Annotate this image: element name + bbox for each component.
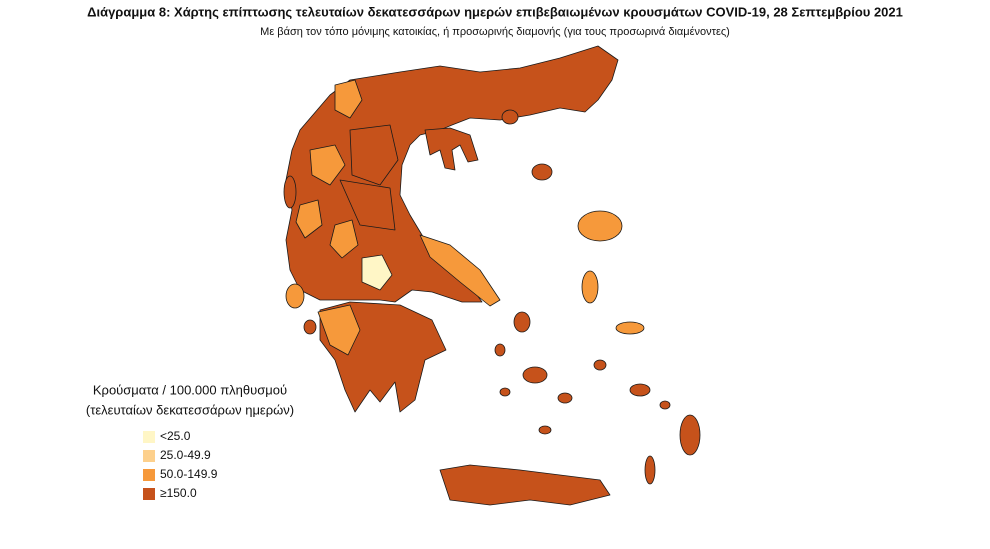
island xyxy=(513,311,531,333)
region xyxy=(419,234,501,307)
island xyxy=(499,387,511,397)
island xyxy=(531,163,553,181)
legend-title: Κρούσματα / 100.000 πληθυσμού xyxy=(93,382,287,397)
legend-label: <25.0 xyxy=(160,429,191,443)
island xyxy=(538,425,552,435)
legend-swatch xyxy=(143,431,155,443)
subtitle: Με βάση τον τόπο μόνιμης κατοικίας, ή πρ… xyxy=(260,26,730,38)
region xyxy=(334,79,363,119)
region xyxy=(309,144,346,186)
island xyxy=(581,270,599,304)
legend-swatch xyxy=(143,469,155,481)
legend-label: ≥150.0 xyxy=(160,486,197,500)
region xyxy=(424,127,479,171)
island xyxy=(494,343,506,357)
island xyxy=(659,400,671,410)
island xyxy=(644,455,656,485)
region xyxy=(349,124,399,186)
region xyxy=(439,464,611,506)
legend-title: (τελευταίων δεκατεσσάρων ημερών) xyxy=(86,402,294,417)
greece-map xyxy=(283,45,701,506)
island xyxy=(285,283,305,309)
island xyxy=(679,414,701,456)
island xyxy=(283,175,297,209)
island xyxy=(501,109,519,125)
island xyxy=(303,319,317,335)
region xyxy=(339,179,396,231)
region xyxy=(285,45,619,303)
legend-swatch xyxy=(143,450,155,462)
legend-label: 25.0-49.9 xyxy=(160,448,211,462)
island xyxy=(593,359,607,371)
island xyxy=(522,366,548,384)
region xyxy=(317,304,361,356)
island xyxy=(629,383,651,397)
legend-swatch xyxy=(143,488,155,500)
island xyxy=(577,210,623,242)
island xyxy=(557,392,573,404)
legend-label: 50.0-149.9 xyxy=(160,467,218,481)
region xyxy=(295,199,323,239)
region xyxy=(361,254,393,291)
legend: Κρούσματα / 100.000 πληθυσμού (τελευταίω… xyxy=(86,382,294,500)
island xyxy=(615,321,645,335)
title: Διάγραμμα 8: Χάρτης επίπτωσης τελευταίων… xyxy=(87,4,903,19)
legend-items: <25.0 25.0-49.9 50.0-149.9 ≥150.0 xyxy=(143,429,218,500)
region xyxy=(329,219,359,259)
